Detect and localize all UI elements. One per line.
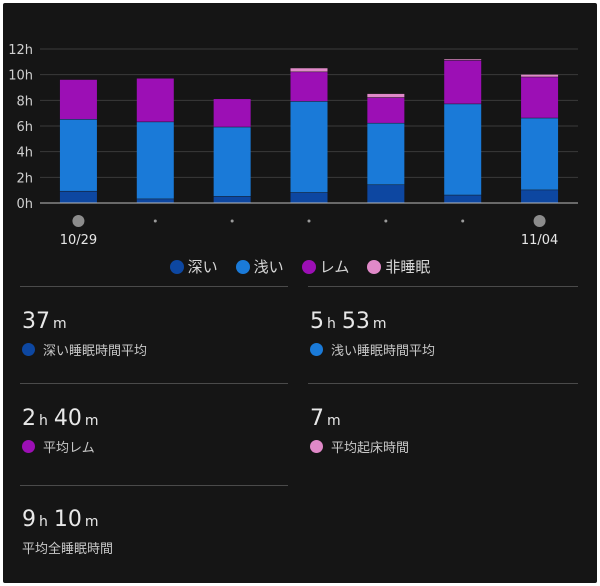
x-axis-marker bbox=[153, 219, 157, 223]
stat-value: 9 bbox=[22, 507, 36, 532]
legend-rem-label: レム bbox=[319, 258, 350, 276]
legend-deep-label: 深い bbox=[187, 258, 218, 276]
bar-segment bbox=[367, 97, 405, 123]
stat-label: 平均レム bbox=[43, 441, 95, 456]
bar-segment bbox=[444, 59, 482, 61]
divider bbox=[20, 485, 288, 486]
x-tick-label: 11/04 bbox=[521, 233, 558, 248]
stat-value: 5 bbox=[310, 309, 324, 334]
stat-unit: m bbox=[327, 413, 341, 429]
bar-segment bbox=[290, 101, 328, 193]
stat-unit: m bbox=[53, 316, 67, 332]
bar-segment bbox=[213, 196, 251, 203]
stat-unit: h bbox=[327, 316, 336, 332]
x-axis-marker bbox=[230, 219, 234, 223]
legend-rem-swatch bbox=[301, 259, 316, 274]
y-tick-label: 4h bbox=[16, 146, 33, 161]
divider bbox=[20, 383, 288, 384]
y-tick-label: 10h bbox=[8, 69, 33, 84]
stat-value: 2 bbox=[22, 406, 36, 431]
bar-segment bbox=[367, 93, 405, 98]
x-axis-marker bbox=[307, 219, 311, 223]
bar-segment bbox=[213, 127, 251, 197]
stat-unit: m bbox=[372, 316, 387, 332]
bar-segment bbox=[136, 199, 174, 203]
awake-dot-icon bbox=[310, 440, 323, 453]
bar-segment bbox=[521, 77, 559, 118]
bar-segment bbox=[521, 190, 559, 203]
stat-label: 浅い睡眠時間平均 bbox=[331, 344, 436, 359]
bar-segment bbox=[367, 123, 405, 185]
stat-label: 深い睡眠時間平均 bbox=[43, 344, 148, 359]
bar-segment bbox=[59, 191, 97, 203]
chart-legend: 深い 浅い レム 非睡眠 bbox=[3, 256, 597, 277]
y-tick-label: 6h bbox=[16, 120, 33, 135]
x-axis-marker bbox=[72, 215, 85, 227]
y-tick-label: 0h bbox=[16, 197, 33, 212]
rem-dot-icon bbox=[22, 440, 35, 453]
legend-awake-swatch bbox=[367, 259, 382, 274]
divider bbox=[308, 286, 578, 287]
bar-segment bbox=[290, 72, 328, 102]
y-tick-label: 8h bbox=[16, 94, 33, 109]
x-axis-marker bbox=[533, 215, 546, 227]
stat-unit: h bbox=[39, 413, 48, 429]
stat-value: 10 bbox=[53, 507, 82, 532]
divider bbox=[20, 286, 288, 287]
x-axis-marker bbox=[384, 219, 388, 223]
stat-label: 平均全睡眠時間 bbox=[22, 542, 114, 557]
stat-value: 37 bbox=[22, 309, 50, 334]
y-tick-label: 12h bbox=[8, 43, 33, 58]
stat-value: 53 bbox=[341, 309, 370, 334]
stat-deep-avg: 37 m 深い睡眠時間平均 bbox=[22, 309, 147, 359]
stat-value: 7 bbox=[310, 406, 324, 431]
bar-segment bbox=[521, 118, 559, 190]
bar-segment bbox=[444, 104, 482, 195]
bar-segment bbox=[290, 68, 328, 72]
x-axis-marker bbox=[461, 219, 465, 223]
bar-segment bbox=[213, 99, 251, 127]
x-tick-label: 10/29 bbox=[60, 233, 97, 248]
y-tick-label: 2h bbox=[16, 171, 33, 186]
deep-dot-icon bbox=[22, 343, 35, 356]
bar-segment bbox=[367, 185, 405, 203]
legend-item-rem: レム bbox=[301, 256, 350, 277]
stat-light-avg: 5 h 53 m 浅い睡眠時間平均 bbox=[310, 309, 435, 359]
legend-awake-label: 非睡眠 bbox=[385, 258, 431, 276]
sleep-summary-panel: 0h 2h 4h 6h 8h 10h 12h 10/29 11/04 深い 浅い レム 非睡眠 … bbox=[3, 3, 597, 583]
light-dot-icon bbox=[310, 343, 323, 356]
bar-segment bbox=[59, 119, 97, 191]
stat-unit: m bbox=[84, 413, 99, 429]
bar-segment bbox=[59, 79, 97, 120]
bar-segment bbox=[290, 192, 328, 203]
bar-segment bbox=[444, 60, 482, 104]
stat-unit: m bbox=[84, 514, 99, 530]
legend-item-deep: 深い bbox=[169, 256, 218, 277]
stat-unit: h bbox=[39, 514, 48, 530]
legend-light-swatch bbox=[235, 259, 250, 274]
divider bbox=[308, 383, 578, 384]
stat-value: 40 bbox=[53, 406, 82, 431]
legend-item-awake: 非睡眠 bbox=[367, 256, 430, 277]
sleep-stacked-bar-chart: 0h 2h 4h 6h 8h 10h 12h 10/29 11/04 bbox=[8, 43, 578, 248]
stat-total-avg: 9 h 10 m 平均全睡眠時間 bbox=[22, 507, 113, 557]
legend-item-light: 浅い bbox=[235, 256, 284, 277]
bar-segment bbox=[136, 78, 174, 122]
stat-label: 平均起床時間 bbox=[331, 441, 410, 456]
legend-deep-swatch bbox=[169, 259, 184, 274]
stat-rem-avg: 2 h 40 m 平均レム bbox=[22, 406, 105, 456]
legend-light-label: 浅い bbox=[253, 258, 284, 276]
bar-segment bbox=[136, 122, 174, 199]
bar-segment bbox=[521, 74, 559, 77]
bar-segment bbox=[444, 195, 482, 203]
